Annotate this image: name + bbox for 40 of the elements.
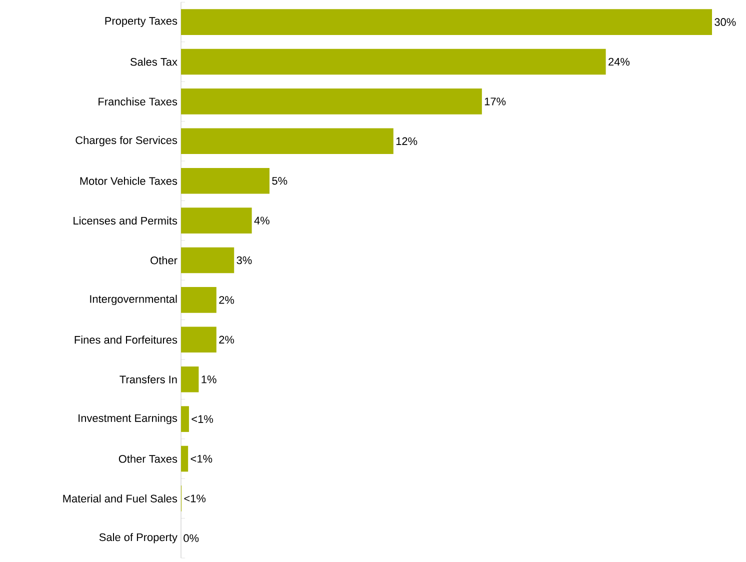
y-tick-label: Licenses and Permits [74,216,178,225]
data-label: 12% [396,137,418,146]
bar [181,446,188,472]
bar [181,326,216,353]
y-tick-label: Other Taxes [118,454,178,463]
y-tick-label: Investment Earnings [78,414,178,424]
data-label: 2% [219,336,234,344]
data-label: 4% [254,216,270,224]
data-label: <1% [192,415,213,423]
data-label: 0% [184,534,199,542]
y-tick-label: Transfers In [120,375,177,384]
data-label: 5% [272,177,288,185]
bar [181,406,189,432]
data-label: 24% [608,58,630,66]
y-tick-label: Intergovernmental [90,294,177,306]
y-tick-label: Material and Fuel Sales [63,494,178,502]
bar [181,366,199,392]
y-tick-label: Charges for Services [76,136,178,146]
data-label: 2% [219,296,234,304]
y-tick-label: Motor Vehicle Taxes [80,176,178,185]
y-tick-label: Sales Tax [130,58,178,66]
data-label: <1% [190,454,212,463]
bar [181,9,712,35]
data-label: 17% [484,98,506,106]
bar [181,247,234,274]
bar [181,48,606,75]
bar [181,208,252,234]
bar [181,287,216,313]
y-tick-label: Other [150,256,178,264]
bar [181,128,394,154]
bar [181,88,482,114]
y-tick-label: Sale of Property [99,533,178,544]
y-tick-label: Franchise Taxes [98,97,178,106]
data-label: 30% [714,18,736,26]
data-label: <1% [184,494,206,502]
data-label: 3% [236,256,252,264]
y-tick-label: Fines and Forfeitures [74,336,178,344]
y-tick-label: Property Taxes [105,17,178,27]
data-label: 1% [202,376,216,384]
bar [181,168,270,194]
